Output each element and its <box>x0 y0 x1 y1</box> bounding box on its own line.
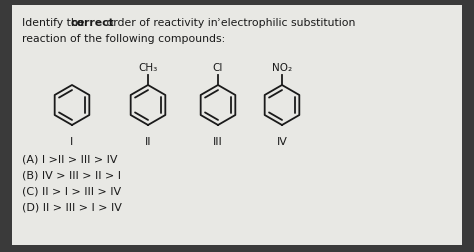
Text: III: III <box>213 137 223 147</box>
Text: (D) II > III > I > IV: (D) II > III > I > IV <box>22 203 122 213</box>
Text: correct: correct <box>71 18 115 28</box>
Text: II: II <box>145 137 151 147</box>
Text: order of reactivity inʾelectrophilic substitution: order of reactivity inʾelectrophilic sub… <box>103 18 356 28</box>
Text: I: I <box>70 137 73 147</box>
Text: NO₂: NO₂ <box>272 63 292 73</box>
Text: Identify the: Identify the <box>22 18 88 28</box>
Text: reaction of the following compounds:: reaction of the following compounds: <box>22 34 225 44</box>
Text: IV: IV <box>276 137 287 147</box>
Text: CH₃: CH₃ <box>138 63 158 73</box>
Text: Cl: Cl <box>213 63 223 73</box>
Text: (A) I >II > III > IV: (A) I >II > III > IV <box>22 155 118 165</box>
Text: (B) IV > III > II > I: (B) IV > III > II > I <box>22 171 121 181</box>
Text: (C) II > I > III > IV: (C) II > I > III > IV <box>22 187 121 197</box>
